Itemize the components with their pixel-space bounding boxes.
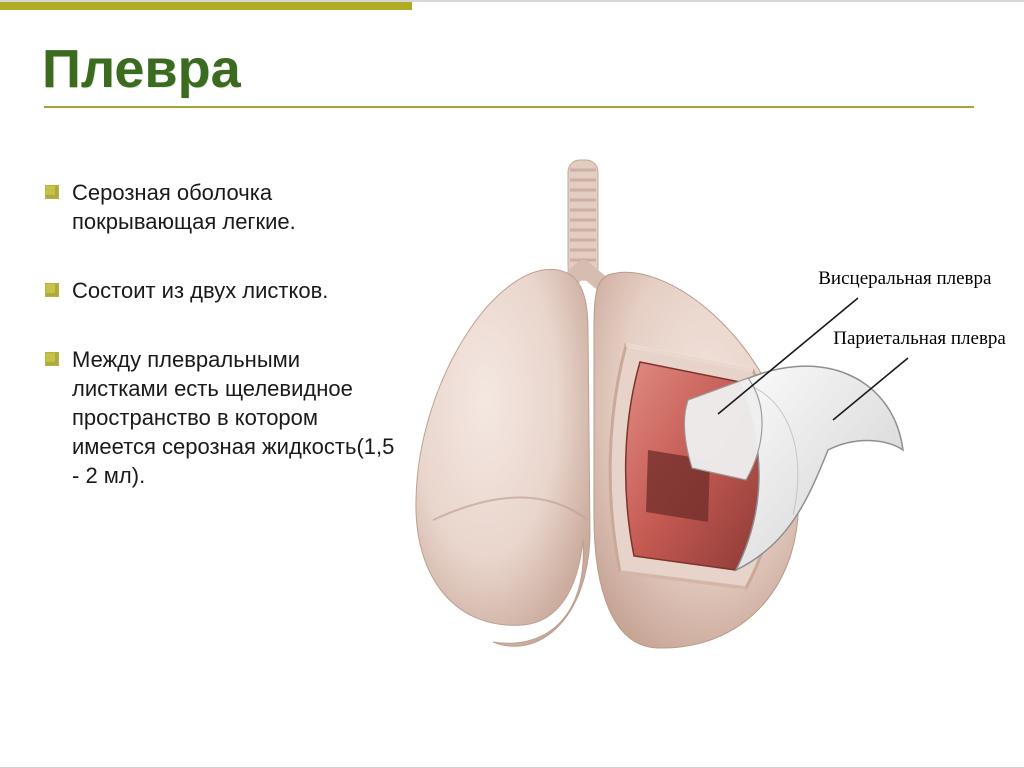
- slide: Плевра Серозная оболочка покрывающая лег…: [0, 0, 1024, 768]
- label-parietal-pleura: Париетальная плевра: [833, 328, 1006, 350]
- pleura-flap: [736, 366, 903, 570]
- bullet-list-container: Серозная оболочка покрывающая легкие. Со…: [42, 150, 398, 530]
- lungs-svg: [388, 150, 988, 670]
- bullet-list: Серозная оболочка покрывающая легкие. Со…: [42, 178, 398, 490]
- left-lung: [416, 270, 590, 647]
- page-title: Плевра: [42, 38, 982, 100]
- list-item: Между плевральными листками есть щелевид…: [42, 345, 398, 490]
- accent-bar: [0, 0, 412, 10]
- content-row: Серозная оболочка покрывающая легкие. Со…: [42, 150, 982, 670]
- list-item: Состоит из двух листков.: [42, 276, 398, 305]
- title-underline: [44, 106, 974, 108]
- list-item: Серозная оболочка покрывающая легкие.: [42, 178, 398, 236]
- label-visceral-pleura: Висцеральная плевра: [818, 268, 991, 290]
- pleura-figure: Висцеральная плевра Париетальная плевра: [388, 150, 982, 670]
